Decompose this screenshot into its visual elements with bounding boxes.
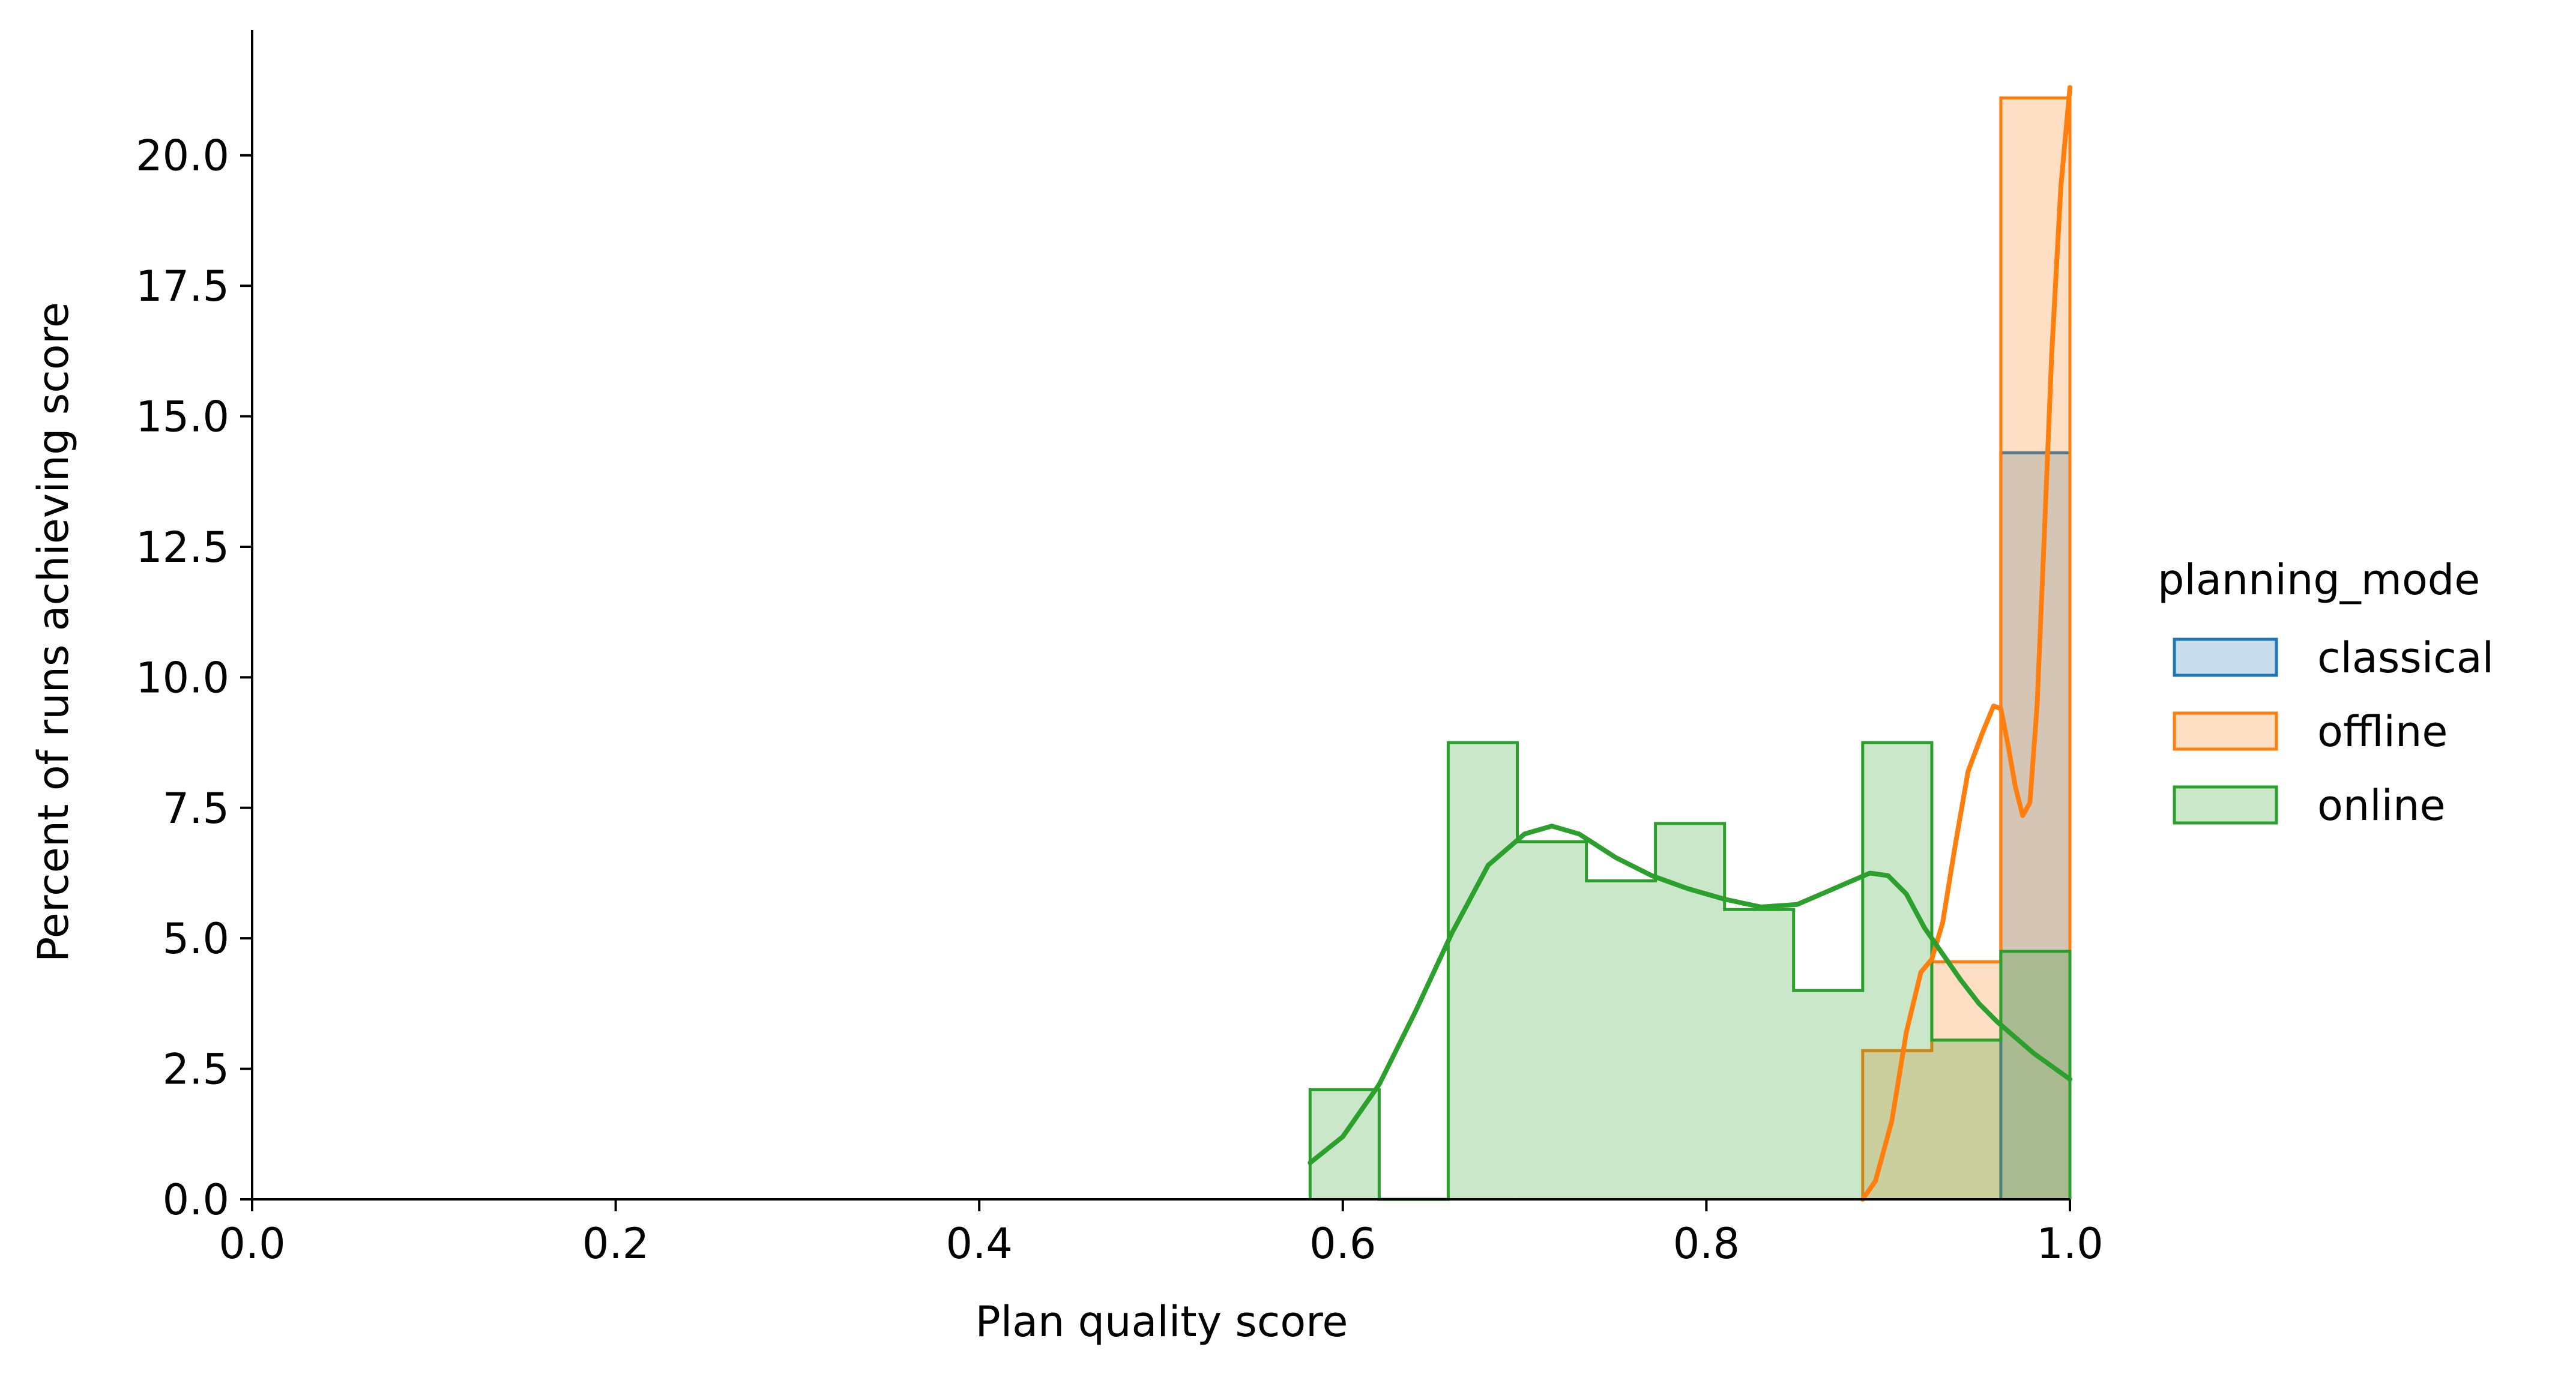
x-axis-label: Plan quality score xyxy=(976,1297,1348,1346)
legend-label-offline: offline xyxy=(2317,707,2448,756)
y-tick-label: 15.0 xyxy=(136,393,229,442)
y-tick-label: 20.0 xyxy=(136,131,229,181)
x-tick-label: 0.4 xyxy=(946,1219,1013,1268)
y-tick-label: 17.5 xyxy=(136,262,229,311)
y-tick-label: 10.0 xyxy=(136,653,229,702)
plot-area xyxy=(1308,85,2072,1202)
legend-label-online: online xyxy=(2317,781,2446,830)
online-bar-5 xyxy=(1655,823,1725,1199)
x-tick-label: 0.2 xyxy=(582,1219,649,1268)
offline-histogram-outline xyxy=(1861,96,2072,1199)
legend-swatch-online xyxy=(2173,785,2278,825)
online-bar-9 xyxy=(1931,1040,2001,1199)
y-tick-label: 7.5 xyxy=(163,784,229,833)
y-tick-label: 0.0 xyxy=(163,1175,229,1225)
x-tick-label: 0.8 xyxy=(1673,1219,1740,1268)
online-bar-2 xyxy=(1448,743,1518,1199)
y-axis-label: Percent of runs achieving score xyxy=(29,302,78,962)
x-tick-label: 1.0 xyxy=(2036,1219,2103,1268)
x-tick-label: 0.0 xyxy=(219,1219,285,1268)
online-bar-0 xyxy=(1310,1089,1380,1199)
offline-bar-1 xyxy=(1931,962,2001,1199)
offline-kde-line xyxy=(1860,85,2072,1202)
y-tick-label: 2.5 xyxy=(163,1045,229,1094)
online-kde-line xyxy=(1308,824,2072,1166)
classical-bar-0 xyxy=(2000,453,2070,1200)
online-bar-4 xyxy=(1586,881,1656,1199)
online-bar-10 xyxy=(2000,951,2070,1199)
axes: 0.0 0.2 0.4 0.6 0.8 1.0 0.0 2.5 5.0 7.5 10.0 12.5 15… xyxy=(136,30,2104,1268)
y-tick-label: 5.0 xyxy=(163,914,229,963)
legend: planning_mode classical offline online xyxy=(2158,555,2494,830)
y-tick-label: 12.5 xyxy=(136,523,229,572)
online-bar-7 xyxy=(1793,990,1863,1199)
legend-label-classical: classical xyxy=(2317,633,2494,682)
legend-swatch-classical xyxy=(2173,637,2278,677)
online-bar-6 xyxy=(1724,909,1794,1199)
legend-swatch-offline xyxy=(2173,711,2278,751)
online-bar-3 xyxy=(1517,842,1587,1199)
legend-title: planning_mode xyxy=(2158,555,2480,604)
x-tick-label: 0.6 xyxy=(1309,1219,1376,1268)
offline-bar-2 xyxy=(2000,98,2070,1199)
